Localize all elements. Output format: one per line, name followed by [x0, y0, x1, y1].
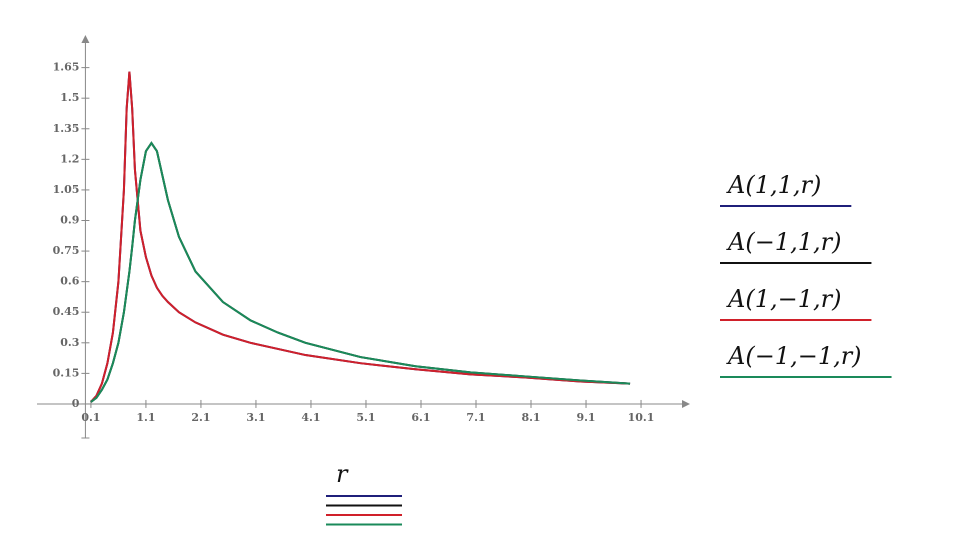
y-tick-label: 1.2	[60, 152, 79, 165]
x-tick-label: 3.1	[246, 411, 265, 424]
series-line	[90, 71, 631, 403]
x-tick-label: 6.1	[411, 411, 430, 424]
y-tick-label: 1.5	[60, 91, 79, 104]
legend-label: A(1,1,r)	[726, 171, 821, 199]
y-tick-label: 0.6	[60, 275, 79, 288]
y-tick-label: 1.65	[53, 61, 80, 74]
y-tick-label: 1.35	[53, 122, 80, 135]
x-tick-label: 1.1	[136, 411, 155, 424]
y-tick-label: 0.75	[53, 244, 80, 257]
y-tick-label: 0.3	[60, 336, 79, 349]
y-tick-label: 0	[72, 397, 80, 410]
legend-label: A(−1,−1,r)	[726, 342, 862, 370]
x-tick-label: 2.1	[191, 411, 210, 424]
y-axis-arrow	[81, 35, 90, 43]
legend-label: A(1,−1,r)	[726, 285, 841, 313]
x-tick-label: 5.1	[356, 411, 375, 424]
y-tick-label: 0.45	[53, 305, 80, 318]
x-axis-label: r	[336, 460, 349, 488]
x-tick-label: 8.1	[521, 411, 540, 424]
series-line	[90, 71, 631, 403]
x-tick-label: 9.1	[576, 411, 595, 424]
x-axis-arrow	[682, 399, 690, 408]
x-tick-label: 0.1	[81, 411, 100, 424]
legend-label: A(−1,1,r)	[726, 228, 841, 256]
x-tick-label: 7.1	[466, 411, 485, 424]
series-line	[90, 141, 631, 403]
y-tick-label: 0.9	[60, 213, 79, 226]
x-tick-label: 4.1	[301, 411, 320, 424]
x-tick-label: 10.1	[628, 411, 655, 424]
y-tick-label: 0.15	[53, 366, 80, 379]
y-tick-label: 1.05	[53, 183, 80, 196]
